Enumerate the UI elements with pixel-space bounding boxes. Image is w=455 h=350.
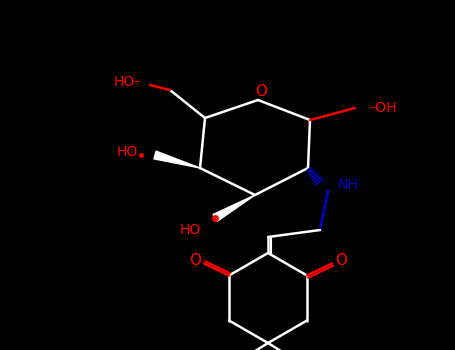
Text: NH: NH — [338, 178, 359, 192]
Text: O: O — [335, 253, 347, 268]
Text: O: O — [189, 253, 201, 268]
Text: O: O — [255, 84, 267, 98]
Text: -OH: -OH — [370, 101, 396, 115]
Polygon shape — [213, 195, 255, 222]
Text: HO: HO — [179, 223, 201, 237]
Text: HO: HO — [116, 145, 137, 159]
Text: HO-: HO- — [113, 75, 140, 89]
Polygon shape — [154, 151, 200, 168]
